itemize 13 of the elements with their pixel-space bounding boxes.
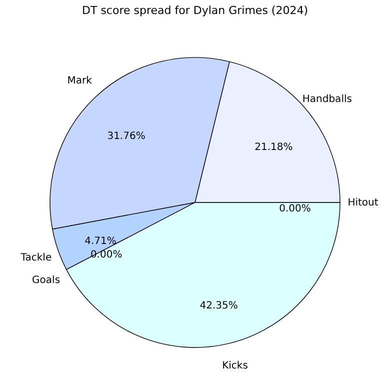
data-label: 4.71% (84, 236, 116, 248)
slice-label: Kicks (222, 360, 248, 372)
slice-label: Tackle (20, 252, 52, 264)
slice-label: Mark (67, 75, 92, 86)
category-label: Hitout (348, 198, 378, 208)
text: 0.00% (90, 250, 122, 261)
data-label: 31.76% (107, 130, 146, 142)
category-label: Goals (32, 275, 60, 286)
data-label: 42.35% (200, 300, 238, 312)
chart-title: DT score spread for Dylan Grimes (2024) (82, 4, 308, 17)
data-label: 21.18% (254, 142, 293, 153)
text: 0.00% (279, 204, 311, 214)
slice-label: Handballs (302, 94, 352, 105)
